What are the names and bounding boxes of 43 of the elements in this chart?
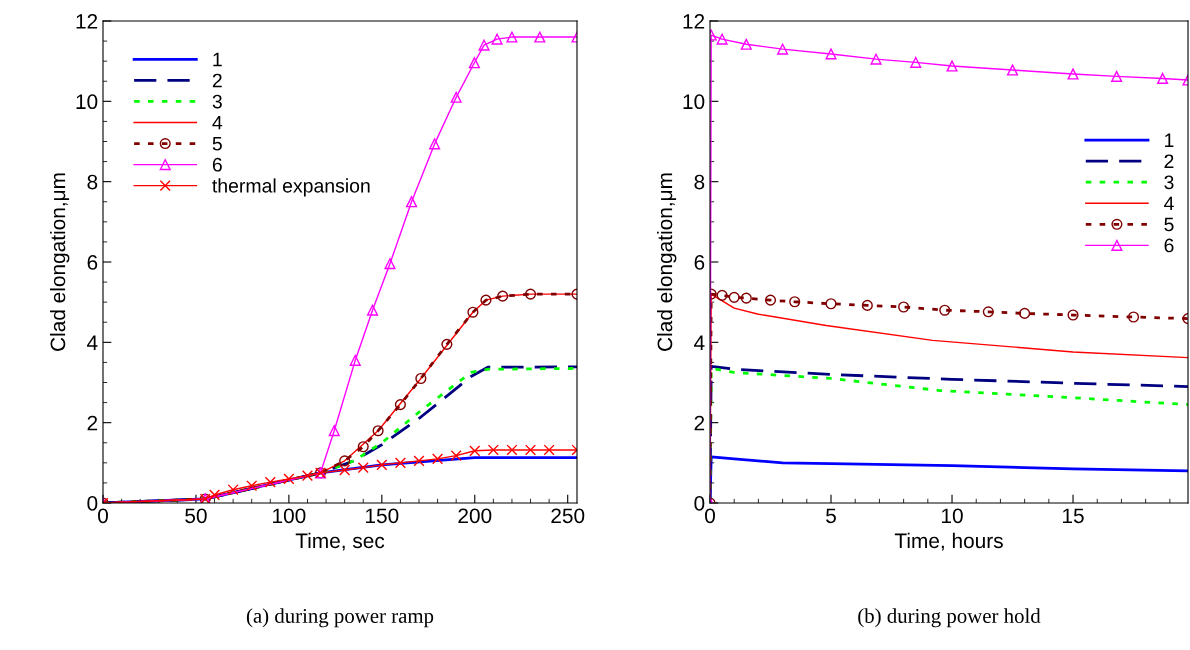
x-tick-label: 15 bbox=[1063, 508, 1084, 524]
y-tick-label: 4 bbox=[694, 335, 705, 350]
legend-label: 5 bbox=[212, 137, 222, 151]
legend-label: thermal expansion bbox=[212, 178, 370, 197]
legend-label: 3 bbox=[212, 94, 222, 109]
x-tick-label: 200 bbox=[458, 508, 492, 524]
y-tick-label: 10 bbox=[683, 94, 705, 110]
legend-label: 4 bbox=[212, 115, 223, 130]
y-tick-label: 0 bbox=[694, 496, 705, 511]
legend-label: 3 bbox=[1164, 175, 1174, 190]
y-axis-title: Clad elongation,μm bbox=[49, 173, 70, 351]
x-tick-label: 100 bbox=[273, 508, 306, 524]
legend-label: 1 bbox=[1165, 133, 1174, 147]
y-tick-label: 10 bbox=[76, 94, 98, 110]
x-tick-label: 0 bbox=[705, 508, 715, 524]
x-tick-label: 5 bbox=[826, 508, 836, 524]
x-axis-title: Time, sec bbox=[295, 532, 385, 551]
text: (b) during power hold bbox=[858, 608, 1041, 628]
y-tick-label: 2 bbox=[87, 415, 98, 431]
x-tick-label: 50 bbox=[185, 508, 207, 524]
y-tick-label: 12 bbox=[683, 14, 705, 29]
x-tick-label: 10 bbox=[942, 508, 963, 524]
legend-label: 5 bbox=[1164, 217, 1174, 232]
y-tick-label: 2 bbox=[694, 415, 705, 431]
x-tick-label: 0 bbox=[98, 508, 108, 524]
legend-label: 6 bbox=[1164, 238, 1174, 253]
y-tick-label: 8 bbox=[694, 174, 705, 190]
x-axis-title: Time, hours bbox=[894, 532, 1003, 551]
legend-label: 2 bbox=[1164, 154, 1174, 168]
y-axis-title: Clad elongation,μm bbox=[656, 173, 677, 351]
y-tick-label: 0 bbox=[87, 496, 98, 511]
y-tick-label: 12 bbox=[76, 14, 98, 29]
legend-label: 6 bbox=[212, 157, 222, 172]
y-tick-label: 8 bbox=[87, 174, 98, 190]
x-tick-label: 250 bbox=[551, 508, 585, 524]
legend-label: 4 bbox=[1164, 196, 1174, 211]
y-tick-label: 6 bbox=[87, 255, 98, 270]
y-tick-label: 4 bbox=[87, 335, 98, 350]
x-tick-label: 150 bbox=[366, 508, 399, 524]
y-tick-label: 6 bbox=[694, 255, 705, 270]
legend-label: 2 bbox=[212, 73, 222, 88]
legend-label: 1 bbox=[213, 52, 222, 67]
text: (a) during power ramp bbox=[246, 608, 434, 628]
